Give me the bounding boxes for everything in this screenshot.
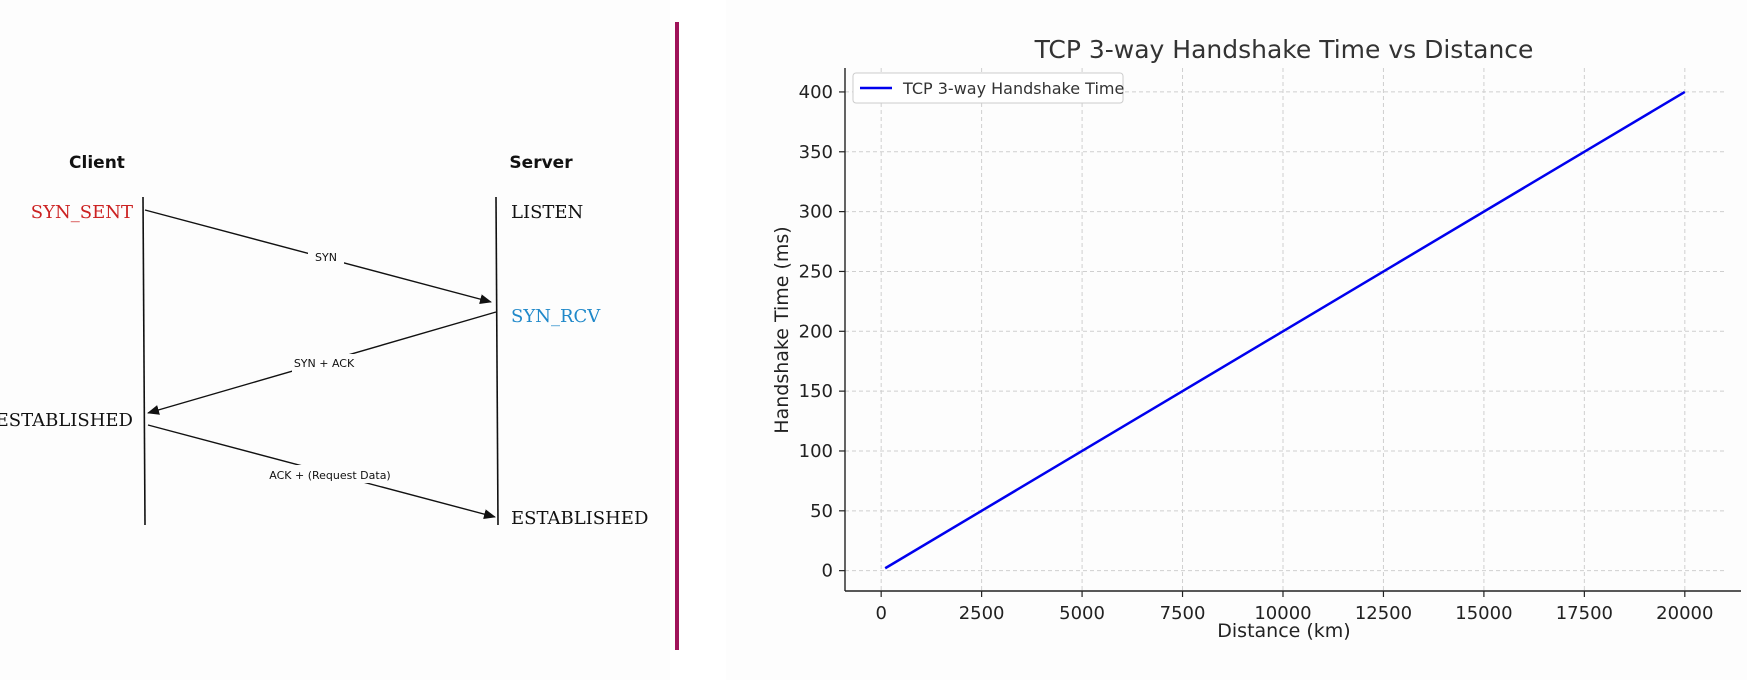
client-timeline bbox=[142, 196, 146, 526]
y-tick-label: 100 bbox=[799, 441, 833, 462]
chart-ticks: 0 2500 5000 7500 10000 12500 15000 17500 20000 0 5… bbox=[799, 82, 1714, 624]
server-state-syn-rcv: SYN_RCV bbox=[511, 306, 601, 327]
server-state-established: ESTABLISHED bbox=[511, 508, 648, 529]
legend-box bbox=[852, 72, 1124, 104]
y-tick-label: 200 bbox=[799, 321, 833, 342]
x-tick-label: 17500 bbox=[1556, 603, 1613, 624]
handshake-time-chart: 0 2500 5000 7500 10000 12500 15000 17500 20000 0 5… bbox=[771, 35, 1741, 642]
x-tick-label: 2500 bbox=[959, 603, 1005, 624]
x-tick-label: 7500 bbox=[1160, 603, 1206, 624]
chart-title: TCP 3-way Handshake Time vs Distance bbox=[1034, 35, 1534, 64]
y-tick-label: 0 bbox=[822, 561, 833, 582]
y-tick-label: 300 bbox=[799, 202, 833, 223]
x-tick-label: 5000 bbox=[1059, 603, 1105, 624]
x-tick-label: 20000 bbox=[1656, 603, 1713, 624]
legend-label: TCP 3-way Handshake Time bbox=[902, 79, 1124, 98]
chart-grid bbox=[845, 68, 1725, 591]
series-line bbox=[884, 90, 1686, 570]
chart-series bbox=[884, 90, 1686, 570]
chart-legend: TCP 3-way Handshake Time bbox=[852, 72, 1124, 104]
server-timeline bbox=[495, 196, 499, 526]
server-label: Server bbox=[509, 153, 573, 173]
y-tick-label: 50 bbox=[810, 501, 833, 522]
handshake-diagram: Client Server SYN_SENT ESTABLISHED LISTE… bbox=[0, 153, 648, 529]
syn-ack-message-label: SYN + ACK bbox=[294, 357, 355, 370]
server-state-listen: LISTEN bbox=[511, 202, 583, 223]
x-axis-label: Distance (km) bbox=[1217, 620, 1350, 642]
ack-message-label: ACK + (Request Data) bbox=[269, 469, 390, 482]
client-label: Client bbox=[69, 153, 125, 173]
x-tick-label: 12500 bbox=[1355, 603, 1412, 624]
chart-panel: 0 2500 5000 7500 10000 12500 15000 17500 20000 0 5… bbox=[726, 0, 1747, 680]
x-tick-label: 0 bbox=[875, 603, 886, 624]
y-axis-label: Handshake Time (ms) bbox=[771, 226, 793, 433]
y-tick-label: 250 bbox=[799, 261, 833, 282]
handshake-diagram-panel: Client Server SYN_SENT ESTABLISHED LISTE… bbox=[0, 0, 670, 680]
chart-axes bbox=[844, 68, 1741, 592]
panel-divider bbox=[675, 22, 679, 650]
y-tick-label: 150 bbox=[799, 381, 833, 402]
client-state-established: ESTABLISHED bbox=[0, 410, 133, 431]
syn-message-label: SYN bbox=[315, 251, 337, 264]
y-tick-label: 400 bbox=[799, 82, 833, 103]
client-state-syn-sent: SYN_SENT bbox=[31, 202, 133, 223]
x-tick-label: 15000 bbox=[1455, 603, 1512, 624]
y-tick-label: 350 bbox=[799, 142, 833, 163]
x-tick-label: 10000 bbox=[1254, 603, 1311, 624]
